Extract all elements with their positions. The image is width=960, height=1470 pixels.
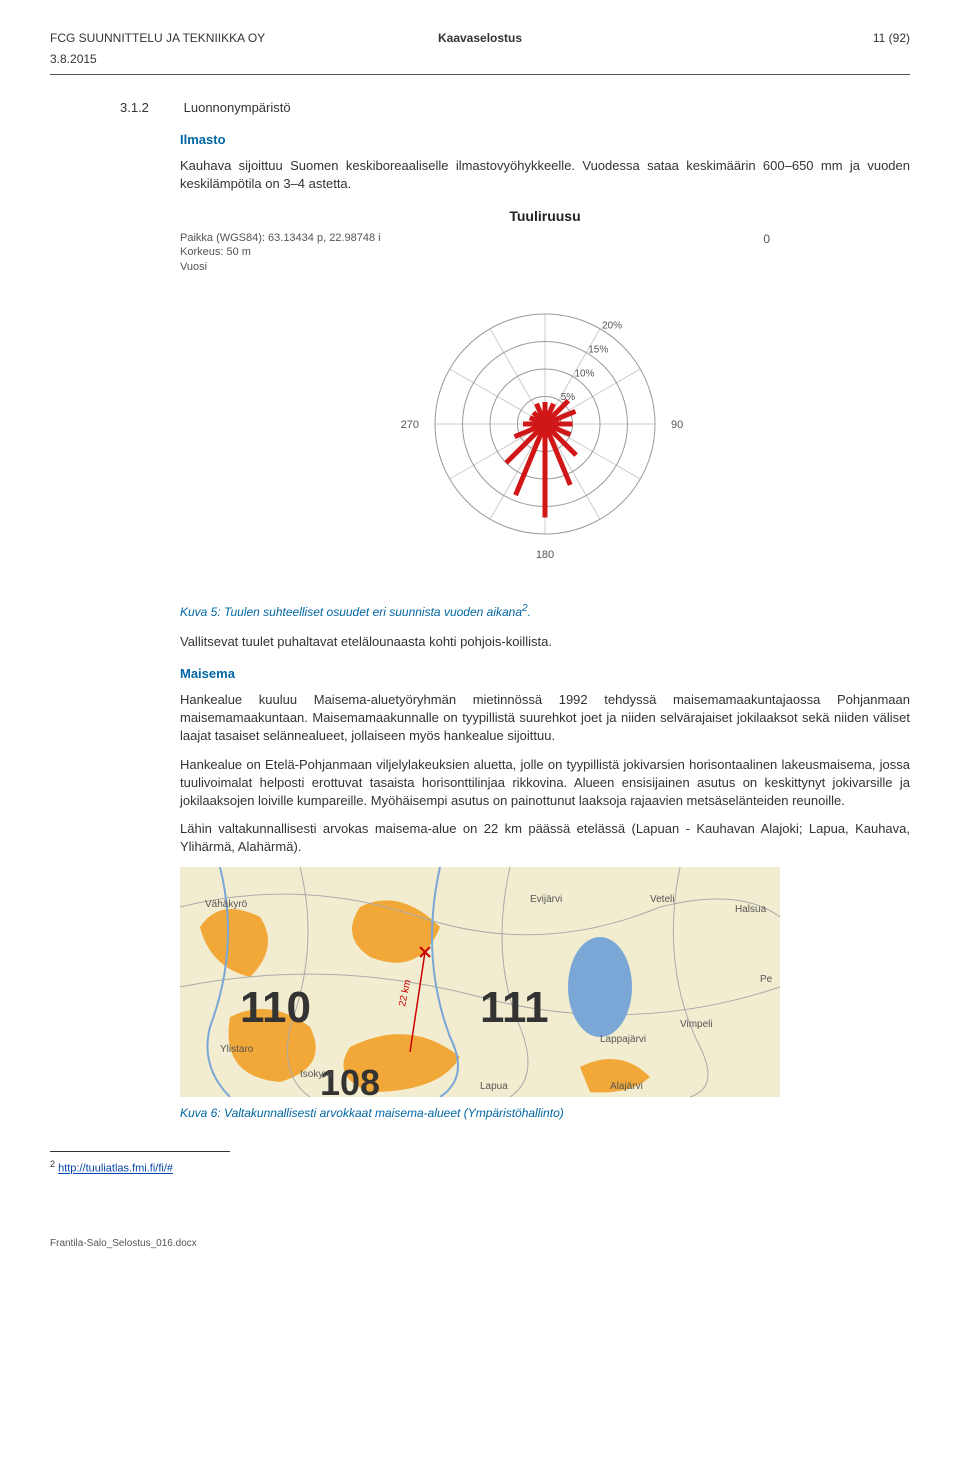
windrose-south: 180 <box>536 549 554 561</box>
windrose-svg: 0%5%10%15%20%90270180 <box>365 274 725 594</box>
subhead-ilmasto: Ilmasto <box>180 131 910 149</box>
map-town-pe: Pe <box>760 974 773 985</box>
para-ilmasto-1: Kauhava sijoittuu Suomen keskiboreaalise… <box>180 157 910 193</box>
footnote-link[interactable]: http://tuuliatlas.fmi.fi/fi/# <box>58 1163 173 1175</box>
windrose-ring-label: 10% <box>575 368 595 379</box>
map-svg: 22 km 110 111 108 Evijärvi Veteli Halsua… <box>180 867 780 1097</box>
para-maisema-2: Hankealue on Etelä-Pohjanmaan viljelylak… <box>180 756 910 811</box>
para-maisema-1: Hankealue kuuluu Maisema-aluetyöryhmän m… <box>180 691 910 746</box>
map-town-ylistaro: Ylistaro <box>220 1044 254 1055</box>
footnote: 2 http://tuuliatlas.fmi.fi/fi/# <box>50 1158 910 1177</box>
page-footer: Frantila-Salo_Selostus_016.docx <box>50 1237 910 1251</box>
page-header: FCG SUUNNITTELU JA TEKNIIKKA OY Kaavasel… <box>50 30 910 47</box>
section-heading: 3.1.2 Luonnonympäristö <box>180 99 910 117</box>
caption-windrose-tail: . <box>528 605 531 619</box>
map-town-alajarvi: Alajärvi <box>610 1081 643 1092</box>
map-town-vahakyro: Vähäkyrö <box>205 899 248 910</box>
map-town-halsua: Halsua <box>735 904 767 915</box>
header-date: 3.8.2015 <box>50 51 910 68</box>
windrose-east: 90 <box>671 419 683 431</box>
windrose-north-label: 0 <box>763 231 910 248</box>
windrose-ring-label: 20% <box>602 321 622 332</box>
map-town-lapua: Lapua <box>480 1081 508 1092</box>
caption-windrose-text: Kuva 5: Tuulen suhteelliset osuudet eri … <box>180 605 522 619</box>
windrose-west: 270 <box>401 419 419 431</box>
windrose-chart: Tuuliruusu Paikka (WGS84): 63.13434 p, 2… <box>180 207 910 593</box>
content-column: 3.1.2 Luonnonympäristö Ilmasto Kauhava s… <box>50 99 910 1122</box>
windrose-meta: Paikka (WGS84): 63.13434 p, 22.98748 i K… <box>180 231 381 274</box>
map-town-veteli: Veteli <box>650 894 674 905</box>
caption-windrose: Kuva 5: Tuulen suhteelliset osuudet eri … <box>180 602 910 621</box>
header-page-num: 11 (92) <box>623 30 910 47</box>
map-town-evijarvi: Evijärvi <box>530 894 562 905</box>
footnote-num: 2 <box>50 1159 55 1169</box>
section-title: Luonnonympäristö <box>184 100 291 115</box>
windrose-meta-period: Vuosi <box>180 260 381 274</box>
windrose-title: Tuuliruusu <box>180 207 910 227</box>
header-doc-title: Kaavaselostus <box>337 30 624 47</box>
windrose-meta-height: Korkeus: 50 m <box>180 245 381 259</box>
map-region-111: 111 <box>480 983 549 1032</box>
map-region-110: 110 <box>240 983 311 1032</box>
header-company: FCG SUUNNITTELU JA TEKNIIKKA OY <box>50 30 337 47</box>
windrose-meta-loc: Paikka (WGS84): 63.13434 p, 22.98748 i <box>180 231 381 245</box>
section-number: 3.1.2 <box>120 99 180 117</box>
map-town-isokyro: Isokyrö <box>300 1069 333 1080</box>
map-lake <box>568 937 632 1037</box>
map-town-lappajarvi: Lappajärvi <box>600 1034 646 1045</box>
para-maisema-3: Lähin valtakunnallisesti arvokas maisema… <box>180 820 910 856</box>
windrose-ring-label: 15% <box>588 344 608 355</box>
subhead-maisema: Maisema <box>180 665 910 683</box>
header-rule <box>50 74 910 75</box>
para-winds: Vallitsevat tuulet puhaltavat etelälouna… <box>180 633 910 651</box>
caption-map: Kuva 6: Valtakunnallisesti arvokkaat mai… <box>180 1105 910 1122</box>
landscape-map: 22 km 110 111 108 Evijärvi Veteli Halsua… <box>180 867 780 1097</box>
footnote-rule <box>50 1151 230 1152</box>
map-town-vimpeli: Vimpeli <box>680 1019 713 1030</box>
